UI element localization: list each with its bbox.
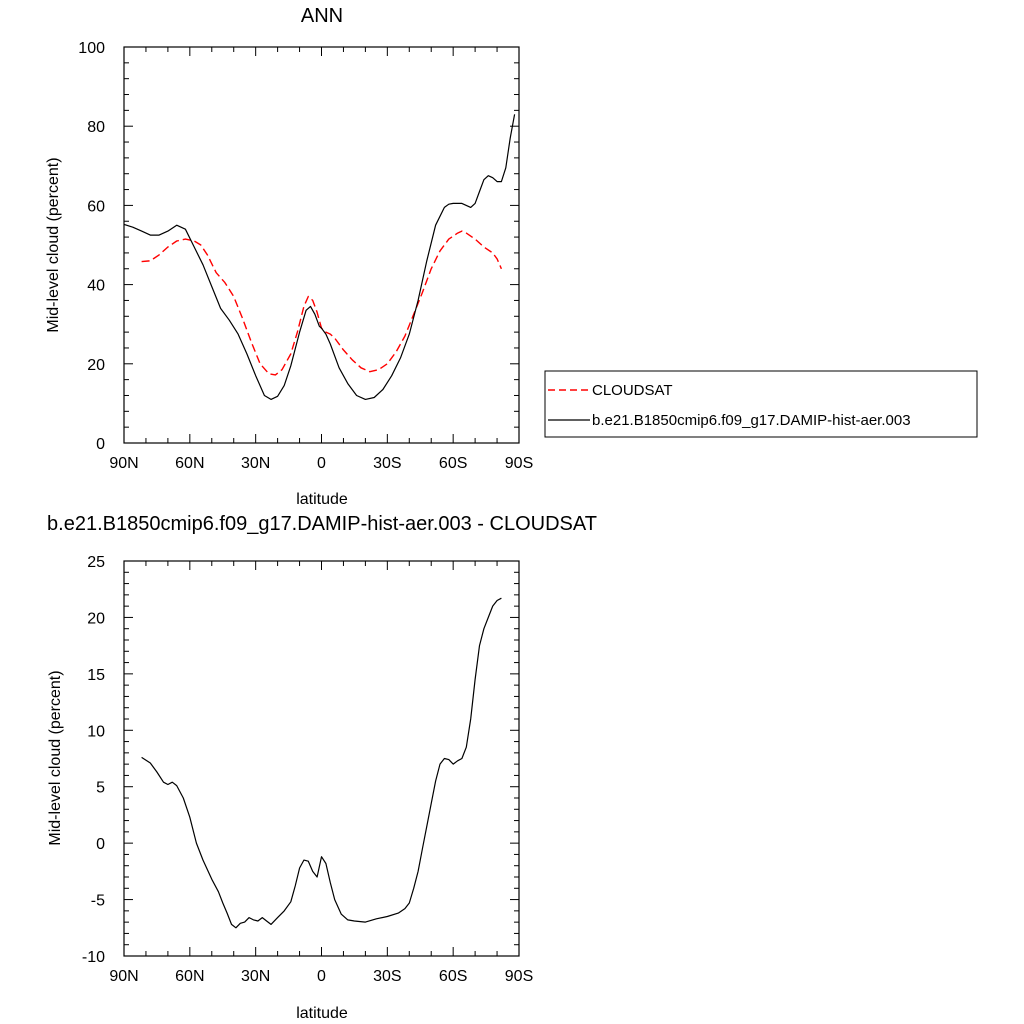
panel-difference: b.e21.B1850cmip6.f09_g17.DAMIP-hist-aer.… <box>47 513 597 1022</box>
y-axis-label: Mid-level cloud (percent) <box>47 670 64 845</box>
x-tick-label: 0 <box>317 968 326 985</box>
x-tick-label: 0 <box>317 455 326 472</box>
x-tick-label: 60N <box>175 968 204 985</box>
series-line-difference <box>141 597 502 929</box>
x-axis-label: latitude <box>296 1005 348 1022</box>
chart-title: b.e21.B1850cmip6.f09_g17.DAMIP-hist-aer.… <box>47 513 597 535</box>
y-tick-label: 60 <box>87 198 105 215</box>
y-tick-label: 0 <box>96 836 105 853</box>
x-tick-label: 60S <box>439 455 467 472</box>
y-tick-label: 20 <box>87 357 105 374</box>
x-tick-label: 60N <box>175 455 204 472</box>
y-tick-label: 100 <box>78 40 105 57</box>
x-axis-label: latitude <box>296 491 348 508</box>
y-tick-label: 25 <box>87 554 105 571</box>
legend-box <box>544 370 978 438</box>
x-tick-label: 90N <box>109 968 138 985</box>
y-axis-label: Mid-level cloud (percent) <box>45 157 62 332</box>
x-tick-label: 30N <box>241 968 270 985</box>
x-tick-label: 60S <box>439 968 467 985</box>
y-tick-label: 10 <box>87 723 105 740</box>
plot-frame <box>123 46 520 444</box>
y-tick-label: 0 <box>96 436 105 453</box>
y-tick-label: 80 <box>87 119 105 136</box>
y-tick-label: -10 <box>82 949 105 966</box>
panel-annual: ANN Mid-level cloud (percent) latitude C… <box>45 5 978 508</box>
x-tick-label: 90N <box>109 455 138 472</box>
x-tick-label: 90S <box>505 968 533 985</box>
y-tick-label: 40 <box>87 278 105 295</box>
x-tick-label: 90S <box>505 455 533 472</box>
x-tick-label: 30N <box>241 455 270 472</box>
x-tick-label: 30S <box>373 968 401 985</box>
y-tick-label: 20 <box>87 610 105 627</box>
legend-label-cloudsat: CLOUDSAT <box>592 382 673 399</box>
legend: CLOUDSAT b.e21.B1850cmip6.f09_g17.DAMIP-… <box>544 370 978 438</box>
chart-title: ANN <box>301 5 343 27</box>
y-tick-label: -5 <box>91 893 105 910</box>
y-tick-label: 15 <box>87 667 105 684</box>
y-tick-label: 5 <box>96 780 105 797</box>
series-line-cloudsat <box>141 230 503 376</box>
plot-frame <box>123 560 520 957</box>
series-line-model <box>123 114 516 400</box>
x-tick-label: 30S <box>373 455 401 472</box>
legend-label-model: b.e21.B1850cmip6.f09_g17.DAMIP-hist-aer.… <box>592 412 911 429</box>
